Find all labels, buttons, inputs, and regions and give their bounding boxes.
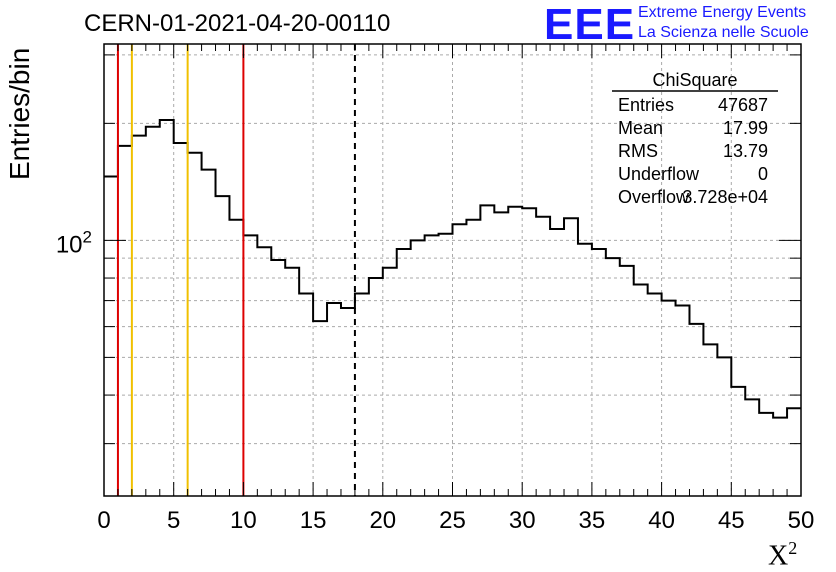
- histogram-bin: [160, 120, 174, 496]
- histogram-bin: [118, 146, 132, 496]
- histogram-bin: [689, 324, 703, 496]
- x-tick-label: 0: [97, 507, 110, 534]
- histogram-bin: [759, 413, 773, 496]
- histogram-bin: [229, 220, 243, 496]
- x-tick-label: 10: [230, 507, 257, 534]
- stats-value: 47687: [718, 95, 768, 115]
- histogram-bin: [299, 294, 313, 496]
- logo-line2: La Scienza nelle Scuole: [638, 24, 809, 41]
- y-tick-label: 102: [56, 227, 92, 258]
- histogram-bin: [104, 176, 118, 496]
- histogram-bin: [522, 208, 536, 496]
- histogram-bin: [703, 344, 717, 496]
- x-tick-label: 45: [718, 507, 745, 534]
- histogram-bin: [494, 212, 508, 496]
- histogram-bin: [550, 229, 564, 496]
- stats-value: 0: [758, 164, 768, 184]
- x-tick-label: 15: [300, 507, 327, 534]
- histogram-bin: [606, 258, 620, 496]
- histogram-bin: [745, 399, 759, 496]
- x-tick-label: 50: [788, 507, 815, 534]
- stats-value: 17.99: [723, 118, 768, 138]
- histogram-bin: [717, 357, 731, 496]
- histogram-bin: [285, 268, 299, 496]
- histogram-bin: [146, 127, 160, 496]
- histogram-bin: [662, 301, 676, 496]
- chart-title: CERN-01-2021-04-20-00110: [84, 10, 391, 37]
- x-axis-label-sup: 2: [788, 538, 798, 558]
- stats-label: RMS: [618, 141, 658, 161]
- histogram-bin: [397, 249, 411, 496]
- histogram-bin: [411, 240, 425, 496]
- x-tick-label: 40: [648, 507, 675, 534]
- x-tick-label: 30: [509, 507, 536, 534]
- x-tick-label: 35: [579, 507, 606, 534]
- histogram-bin: [355, 294, 369, 496]
- x-tick-label: 25: [439, 507, 466, 534]
- stats-label: Underflow: [618, 164, 700, 184]
- stats-title: ChiSquare: [652, 70, 737, 90]
- x-axis-label: X2: [768, 538, 797, 572]
- histogram-bin: [648, 294, 662, 496]
- histogram-bin: [466, 220, 480, 496]
- x-tick-label: 20: [369, 507, 396, 534]
- histogram-bin: [383, 268, 397, 496]
- histogram-bin: [369, 278, 383, 496]
- histogram-series: [104, 119, 801, 419]
- histogram-bin: [341, 308, 355, 496]
- histogram-bin: [564, 218, 578, 496]
- histogram-bin: [634, 284, 648, 496]
- histogram-bin: [243, 235, 257, 496]
- stats-value: 3.728e+04: [682, 187, 768, 207]
- histogram-bin: [676, 305, 690, 496]
- histogram-bin: [439, 234, 453, 496]
- histogram-bin: [271, 260, 285, 496]
- histogram-bin: [453, 224, 467, 496]
- histogram-bin: [480, 205, 494, 496]
- histogram-bin: [216, 196, 230, 496]
- stats-label: Overflow: [618, 187, 690, 207]
- histogram-bin: [578, 244, 592, 496]
- histogram-bin: [174, 143, 188, 496]
- histogram-bin: [731, 387, 745, 496]
- histogram-bin: [787, 408, 801, 496]
- stats-label: Entries: [618, 95, 674, 115]
- logo-line1: Extreme Energy Events: [638, 4, 807, 21]
- histogram-bin: [327, 303, 341, 496]
- logo-mark: EEE: [544, 0, 636, 49]
- histogram-bin: [592, 249, 606, 496]
- histogram-bin: [313, 321, 327, 496]
- histogram-bin: [257, 247, 271, 496]
- histogram-bin: [188, 153, 202, 496]
- histogram-bin: [536, 217, 550, 496]
- x-tick-label: 5: [167, 507, 180, 534]
- histogram-bin: [202, 170, 216, 496]
- histogram-bin: [620, 266, 634, 496]
- x-axis-label-base: X: [768, 540, 789, 572]
- stats-value: 13.79: [723, 141, 768, 161]
- eee-logo: EEE Extreme Energy Events La Scienza nel…: [544, 0, 836, 49]
- stats-label: Mean: [618, 118, 663, 138]
- histogram-bin: [773, 418, 787, 496]
- histogram-bin: [132, 136, 146, 496]
- histogram-bin: [508, 207, 522, 496]
- histogram-bin: [425, 235, 439, 496]
